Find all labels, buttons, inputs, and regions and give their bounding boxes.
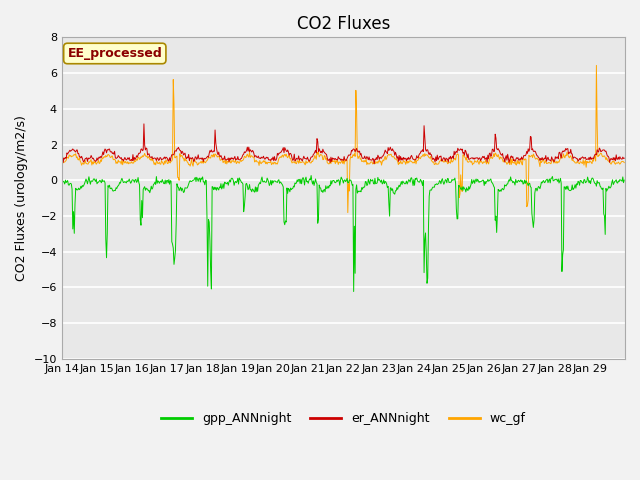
er_ANNnight	[256, 155, 264, 161]
wc_gf	[255, 163, 263, 168]
wc_gf	[433, 161, 441, 167]
Title: CO2 Fluxes: CO2 Fluxes	[297, 15, 390, 33]
Text: EE_processed: EE_processed	[67, 47, 162, 60]
wc_gf	[124, 159, 132, 165]
gpp_ANNnight	[58, 177, 66, 183]
Line: er_ANNnight: er_ANNnight	[62, 124, 624, 164]
gpp_ANNnight	[227, 176, 235, 181]
wc_gf	[402, 161, 410, 167]
er_ANNnight	[124, 155, 132, 161]
Line: wc_gf: wc_gf	[62, 65, 624, 213]
er_ANNnight	[620, 156, 628, 161]
wc_gf	[58, 161, 66, 167]
wc_gf	[276, 154, 284, 160]
er_ANNnight	[140, 121, 148, 127]
er_ANNnight	[58, 154, 66, 160]
Legend: gpp_ANNnight, er_ANNnight, wc_gf: gpp_ANNnight, er_ANNnight, wc_gf	[156, 407, 531, 430]
gpp_ANNnight	[403, 178, 410, 184]
gpp_ANNnight	[434, 181, 442, 187]
er_ANNnight	[403, 158, 410, 164]
wc_gf	[344, 210, 351, 216]
er_ANNnight	[228, 156, 236, 162]
wc_gf	[620, 160, 628, 166]
gpp_ANNnight	[276, 179, 284, 185]
gpp_ANNnight	[255, 181, 263, 187]
er_ANNnight	[434, 157, 442, 163]
Line: gpp_ANNnight: gpp_ANNnight	[62, 176, 624, 291]
gpp_ANNnight	[307, 173, 315, 179]
wc_gf	[593, 62, 600, 68]
Y-axis label: CO2 Fluxes (urology/m2/s): CO2 Fluxes (urology/m2/s)	[15, 115, 28, 281]
gpp_ANNnight	[124, 179, 132, 184]
er_ANNnight	[371, 161, 378, 167]
er_ANNnight	[277, 149, 285, 155]
gpp_ANNnight	[620, 177, 628, 183]
wc_gf	[227, 160, 235, 166]
gpp_ANNnight	[350, 288, 358, 294]
